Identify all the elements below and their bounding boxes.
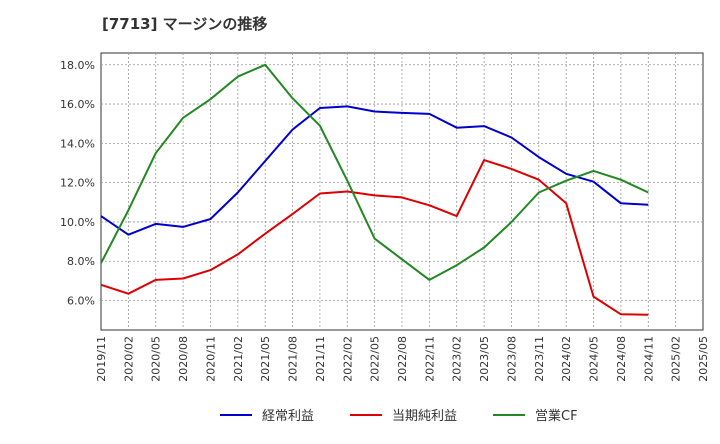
x-tick-label: 2020/08 <box>177 336 190 382</box>
x-tick-label: 2024/11 <box>642 336 655 382</box>
x-tick-label: 2023/08 <box>505 336 518 382</box>
legend-label-1: 当期純利益 <box>392 409 457 424</box>
x-tick-label: 2021/11 <box>314 336 327 382</box>
x-tick-label: 2020/05 <box>150 336 163 382</box>
y-tick-label: 6.0% <box>67 295 95 308</box>
x-tick-label: 2020/02 <box>122 336 135 382</box>
x-tick-label: 2021/05 <box>259 336 272 382</box>
x-tick-label: 2022/02 <box>341 336 354 382</box>
y-tick-label: 10.0% <box>60 216 95 229</box>
series-line-1 <box>100 159 649 316</box>
plot-area <box>100 52 704 331</box>
chart-title: [7713] マージンの推移 <box>102 15 268 33</box>
x-tick-label: 2022/08 <box>396 336 409 382</box>
x-tick-label: 2020/11 <box>204 336 217 382</box>
x-tick-label: 2023/11 <box>533 336 546 382</box>
x-tick-label: 2024/02 <box>560 336 573 382</box>
x-tick-label: 2024/08 <box>615 336 628 382</box>
x-tick-label: 2023/02 <box>451 336 464 382</box>
y-tick-label: 14.0% <box>60 137 95 150</box>
series-line-0 <box>100 105 649 236</box>
x-tick-label: 2023/05 <box>478 336 491 382</box>
x-tick-label: 2021/02 <box>232 336 245 382</box>
y-tick-label: 16.0% <box>60 98 95 111</box>
x-tick-label: 2025/05 <box>697 336 710 382</box>
series-line-2 <box>100 63 649 281</box>
x-tick-label: 2021/08 <box>287 336 300 382</box>
y-tick-label: 8.0% <box>67 255 95 268</box>
x-tick-label: 2019/11 <box>95 336 108 382</box>
x-tick-label: 2022/11 <box>423 336 436 382</box>
x-tick-label: 2024/05 <box>588 336 601 382</box>
y-tick-label: 18.0% <box>60 59 95 72</box>
legend-label-0: 経常利益 <box>262 409 314 424</box>
y-tick-label: 12.0% <box>60 177 95 190</box>
legend-label-2: 営業CF <box>535 408 578 424</box>
x-tick-label: 2025/02 <box>670 336 683 382</box>
x-tick-label: 2022/05 <box>369 336 382 382</box>
